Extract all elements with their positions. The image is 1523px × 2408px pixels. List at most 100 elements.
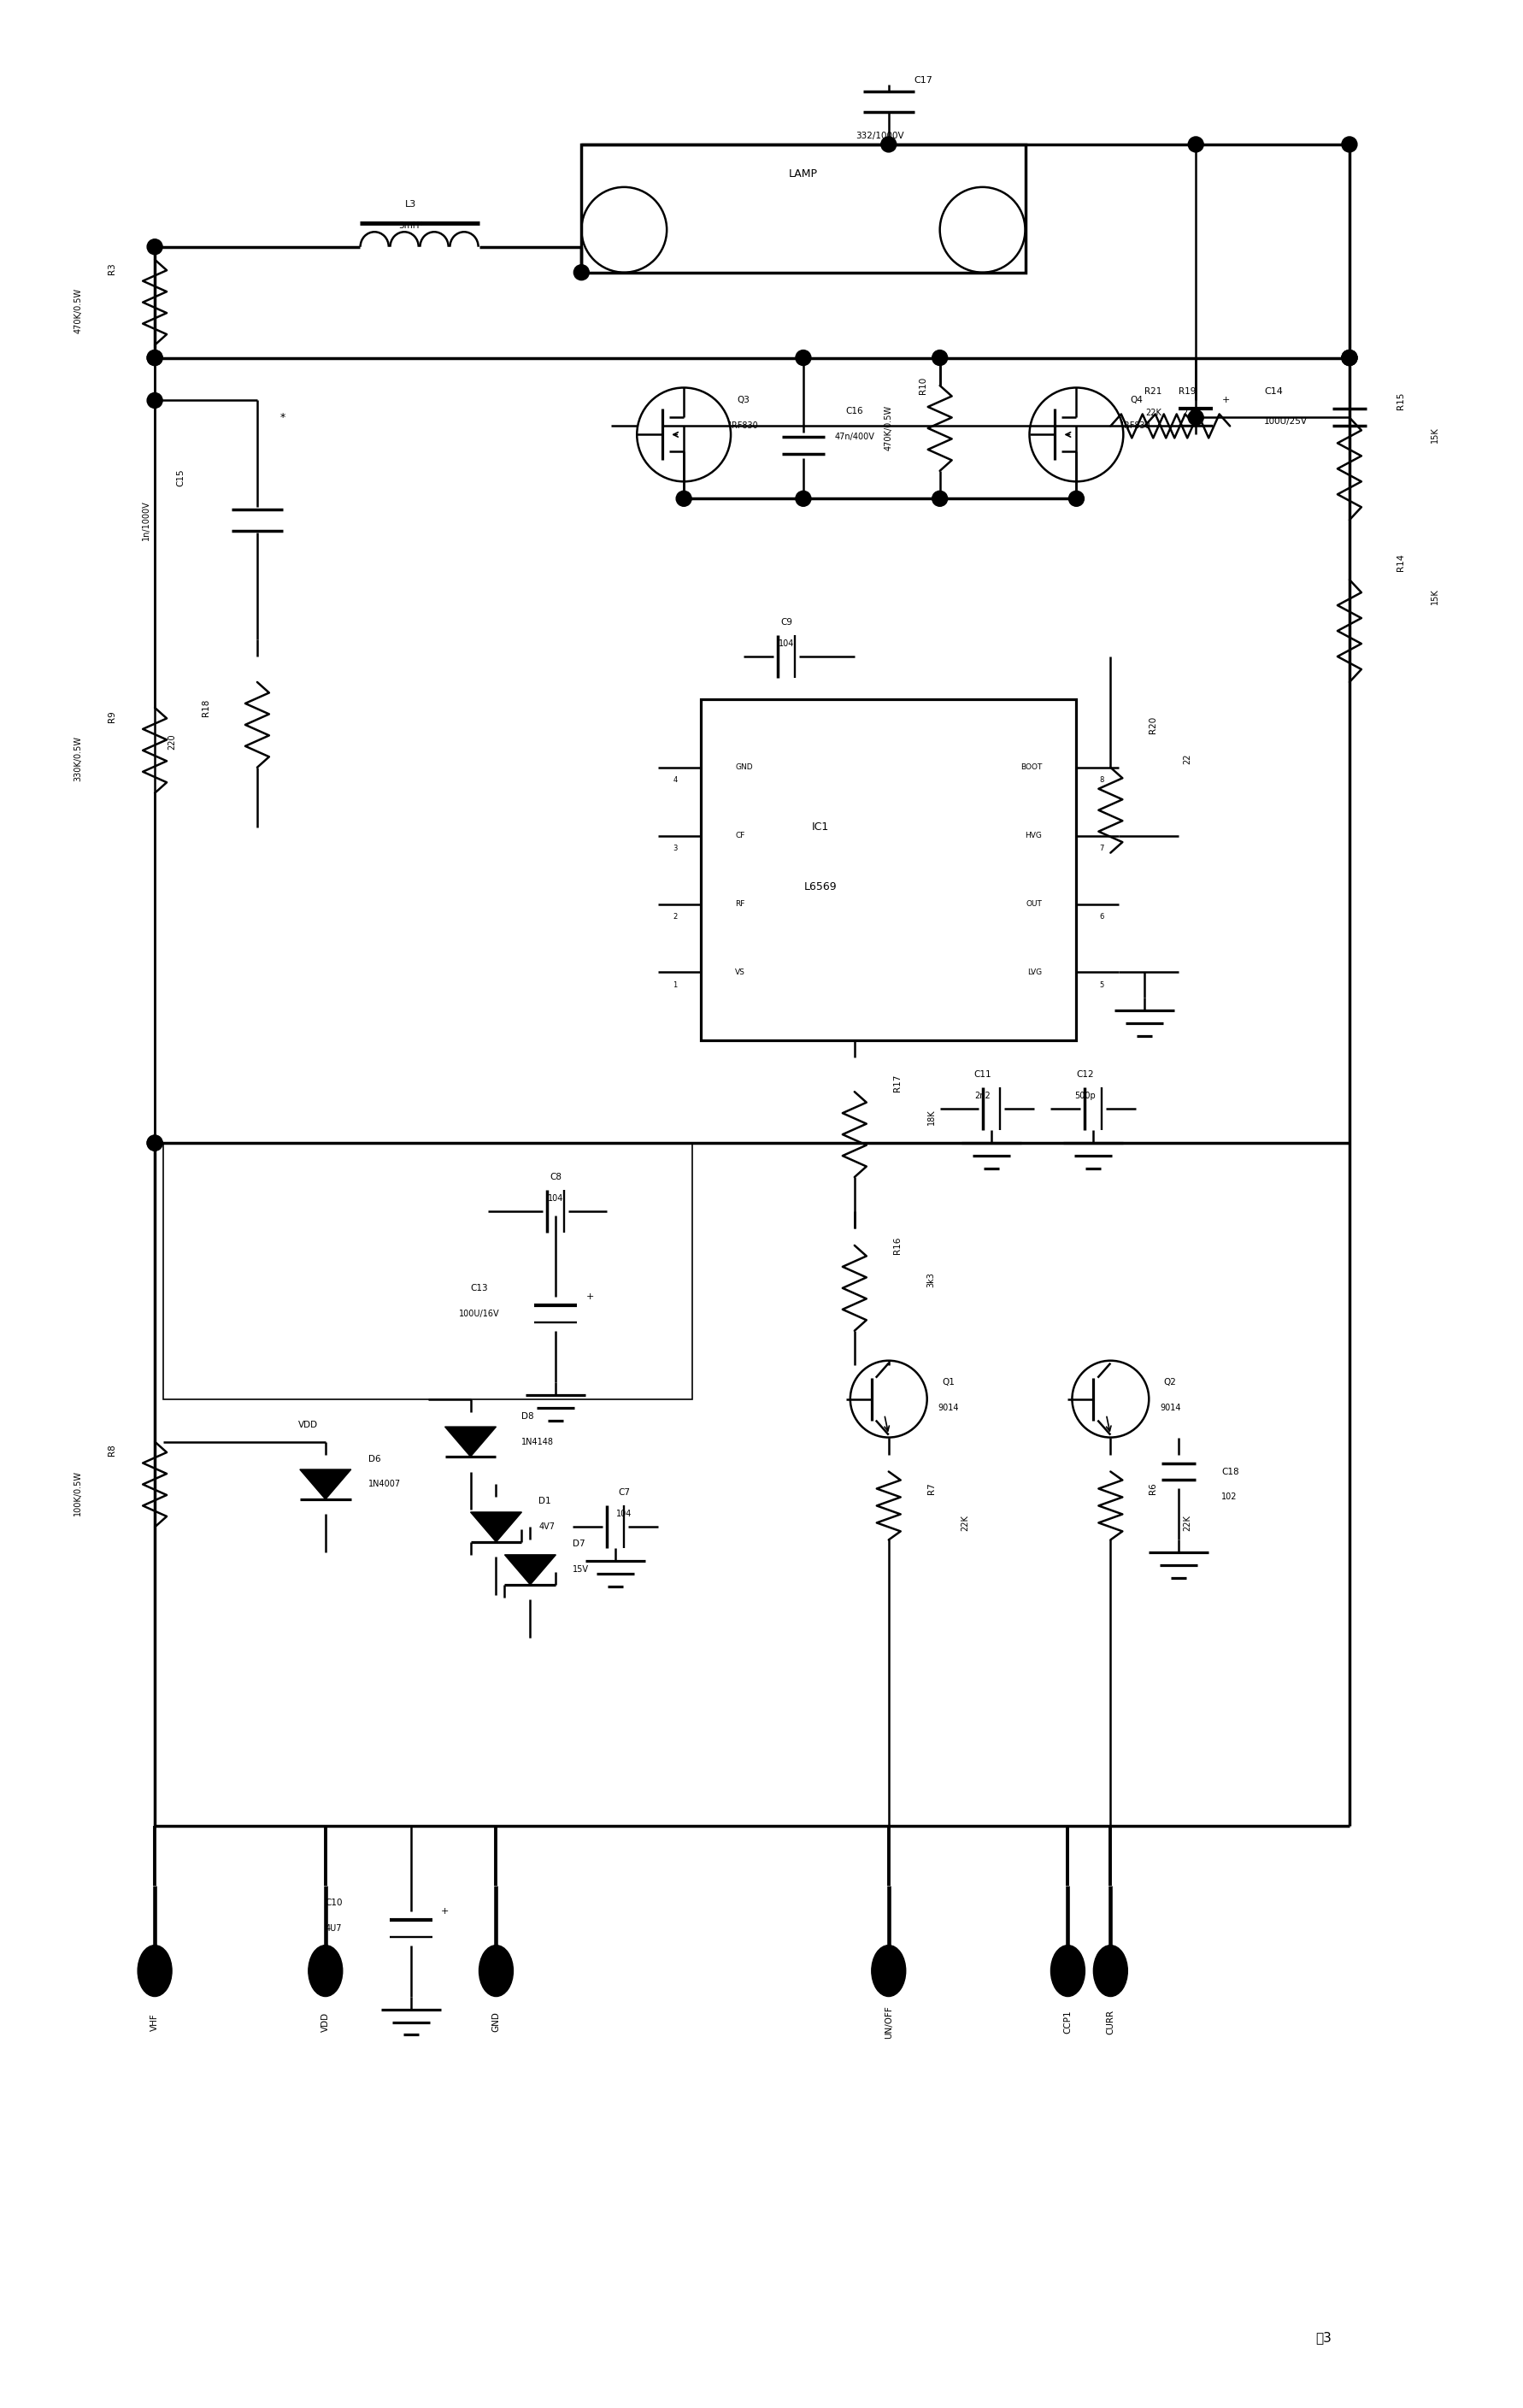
Text: C11: C11 bbox=[973, 1072, 991, 1079]
Ellipse shape bbox=[871, 1946, 905, 1996]
Text: 100U/25V: 100U/25V bbox=[1264, 417, 1307, 426]
Circle shape bbox=[148, 1134, 163, 1151]
Text: CF: CF bbox=[734, 831, 745, 840]
Circle shape bbox=[795, 349, 810, 366]
Circle shape bbox=[932, 491, 947, 506]
Text: 图3: 图3 bbox=[1314, 2331, 1331, 2345]
Polygon shape bbox=[504, 1556, 556, 1584]
Text: 4V7: 4V7 bbox=[539, 1522, 554, 1531]
Circle shape bbox=[1342, 349, 1357, 366]
Text: 1N4148: 1N4148 bbox=[521, 1438, 554, 1445]
Text: VDD: VDD bbox=[299, 1421, 318, 1428]
Text: Q4: Q4 bbox=[1129, 397, 1142, 405]
Text: 100U/16V: 100U/16V bbox=[458, 1310, 500, 1317]
Text: 470K/0.5W: 470K/0.5W bbox=[883, 405, 892, 450]
Circle shape bbox=[148, 349, 163, 366]
Text: C8: C8 bbox=[550, 1173, 562, 1182]
Text: *: * bbox=[280, 412, 285, 424]
Text: 1: 1 bbox=[673, 980, 678, 990]
Bar bbox=[582, 144, 1025, 272]
Text: 22K: 22K bbox=[1144, 409, 1161, 417]
Text: R17: R17 bbox=[892, 1074, 902, 1091]
Text: CURR: CURR bbox=[1106, 2011, 1115, 2035]
Circle shape bbox=[676, 491, 691, 506]
Circle shape bbox=[1342, 137, 1357, 152]
Text: D6: D6 bbox=[369, 1454, 381, 1464]
Text: 3k3: 3k3 bbox=[926, 1271, 935, 1288]
Text: 3: 3 bbox=[673, 845, 678, 852]
Text: R18: R18 bbox=[201, 698, 210, 718]
Text: +: + bbox=[586, 1293, 594, 1300]
Text: 22: 22 bbox=[1182, 409, 1193, 417]
Text: R9: R9 bbox=[108, 710, 116, 722]
Circle shape bbox=[148, 238, 163, 255]
Text: R6: R6 bbox=[1148, 1483, 1157, 1495]
Text: C12: C12 bbox=[1075, 1072, 1094, 1079]
Circle shape bbox=[1342, 349, 1357, 366]
Text: 470K/0.5W: 470K/0.5W bbox=[73, 289, 82, 335]
Text: +: + bbox=[440, 1907, 449, 1914]
Text: 332/1000V: 332/1000V bbox=[856, 132, 903, 140]
Ellipse shape bbox=[1094, 1946, 1127, 1996]
Text: C9: C9 bbox=[780, 619, 792, 626]
Text: VS: VS bbox=[734, 968, 745, 975]
Text: 500p: 500p bbox=[1074, 1091, 1095, 1100]
Text: BOOT: BOOT bbox=[1020, 763, 1042, 771]
Circle shape bbox=[1342, 349, 1357, 366]
Text: UN/OFF: UN/OFF bbox=[883, 2006, 892, 2040]
Text: Q3: Q3 bbox=[737, 397, 749, 405]
Ellipse shape bbox=[308, 1946, 343, 1996]
Text: R15: R15 bbox=[1395, 393, 1404, 409]
Text: VHF: VHF bbox=[151, 2013, 158, 2030]
Text: 4: 4 bbox=[673, 775, 678, 785]
Text: 9014: 9014 bbox=[1159, 1404, 1180, 1411]
Circle shape bbox=[148, 1134, 163, 1151]
Text: HVG: HVG bbox=[1025, 831, 1042, 840]
Text: 6: 6 bbox=[1100, 913, 1104, 920]
Text: RF: RF bbox=[734, 901, 745, 908]
Text: OUT: OUT bbox=[1025, 901, 1042, 908]
Circle shape bbox=[795, 491, 810, 506]
Text: 104: 104 bbox=[778, 641, 793, 648]
Text: 102: 102 bbox=[1221, 1493, 1237, 1503]
Text: C10: C10 bbox=[324, 1898, 343, 1907]
Polygon shape bbox=[445, 1428, 496, 1457]
Polygon shape bbox=[471, 1512, 521, 1541]
Text: 22K: 22K bbox=[1182, 1515, 1191, 1531]
Text: IRF830: IRF830 bbox=[728, 421, 757, 431]
Circle shape bbox=[574, 265, 589, 279]
Text: D1: D1 bbox=[539, 1498, 551, 1505]
Text: C15: C15 bbox=[177, 470, 184, 486]
Circle shape bbox=[1188, 137, 1203, 152]
Text: 2: 2 bbox=[673, 913, 678, 920]
Text: C17: C17 bbox=[914, 77, 932, 84]
Text: Q1: Q1 bbox=[941, 1377, 955, 1387]
Ellipse shape bbox=[137, 1946, 172, 1996]
Text: C7: C7 bbox=[618, 1488, 629, 1498]
Text: LVG: LVG bbox=[1027, 968, 1042, 975]
Text: LAMP: LAMP bbox=[789, 169, 818, 181]
Text: CCP1: CCP1 bbox=[1063, 2011, 1072, 2035]
Text: 4U7: 4U7 bbox=[326, 1924, 343, 1934]
Ellipse shape bbox=[1051, 1946, 1084, 1996]
Text: 100K/0.5W: 100K/0.5W bbox=[73, 1471, 82, 1515]
Text: 8: 8 bbox=[1100, 775, 1104, 785]
Text: 3mH*: 3mH* bbox=[398, 222, 423, 229]
Text: 18K: 18K bbox=[926, 1110, 935, 1125]
Circle shape bbox=[880, 137, 896, 152]
Text: D7: D7 bbox=[573, 1539, 585, 1548]
Text: C18: C18 bbox=[1221, 1466, 1238, 1476]
Text: 7: 7 bbox=[1100, 845, 1104, 852]
Text: 330K/0.5W: 330K/0.5W bbox=[73, 737, 82, 783]
Text: VDD: VDD bbox=[321, 2013, 329, 2032]
Text: 2n2: 2n2 bbox=[973, 1091, 990, 1100]
Text: R20: R20 bbox=[1148, 715, 1157, 734]
Text: L6569: L6569 bbox=[804, 881, 836, 893]
Text: IRF830: IRF830 bbox=[1121, 421, 1150, 431]
Bar bbox=[701, 698, 1075, 1040]
Text: 1n/1000V: 1n/1000V bbox=[142, 501, 151, 539]
Text: R3: R3 bbox=[108, 262, 116, 275]
Text: R19: R19 bbox=[1177, 388, 1196, 397]
Bar bbox=[163, 1144, 691, 1399]
Text: 15V: 15V bbox=[573, 1565, 589, 1575]
